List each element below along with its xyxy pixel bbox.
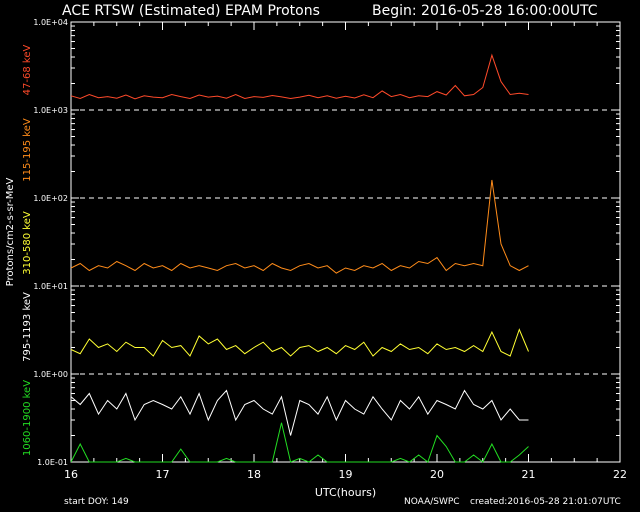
channel-label: 1060-1900 keV [22,380,33,456]
y-tick-label: 1.0E+03 [33,106,68,115]
y-tick-label: 1.0E+00 [33,370,68,379]
series-line [70,53,529,100]
plot-frame [70,21,621,463]
y-tick-label: 1.0E+04 [33,18,68,27]
created-timestamp: created:2016-05-28 21:01:07UTC [470,497,621,507]
start-doy-label: start DOY: 149 [64,497,129,507]
channel-label: 310-580 keV [22,211,33,275]
channel-label: 115-195 keV [22,118,33,182]
x-tick-label: 19 [339,468,353,481]
chart-begin-time: Begin: 2016-05-28 16:00:00UTC [372,3,598,19]
x-tick-label: 21 [522,468,536,481]
y-tick-label: 1.0E+01 [33,282,68,291]
channel-label: 795-1193 keV [22,292,33,362]
x-axis-label: UTC(hours) [315,486,376,499]
series-line [70,179,529,274]
x-tick-label: 20 [430,468,444,481]
y-axis-label: Protons/cm2-s-sr-MeV [5,177,16,286]
source-label: NOAA/SWPC [404,497,460,507]
x-tick-label: 16 [64,468,78,481]
series-line [70,389,529,436]
y-tick-label: 1.0E-01 [37,458,68,467]
channel-label: 47-68 keV [22,45,33,96]
x-tick-label: 17 [156,468,170,481]
x-tick-label: 18 [247,468,261,481]
series-line [70,328,529,357]
chart-title: ACE RTSW (Estimated) EPAM Protons [62,3,320,19]
x-tick-label: 22 [613,468,627,481]
y-tick-label: 1.0E+02 [33,194,68,203]
series-line [70,422,529,463]
